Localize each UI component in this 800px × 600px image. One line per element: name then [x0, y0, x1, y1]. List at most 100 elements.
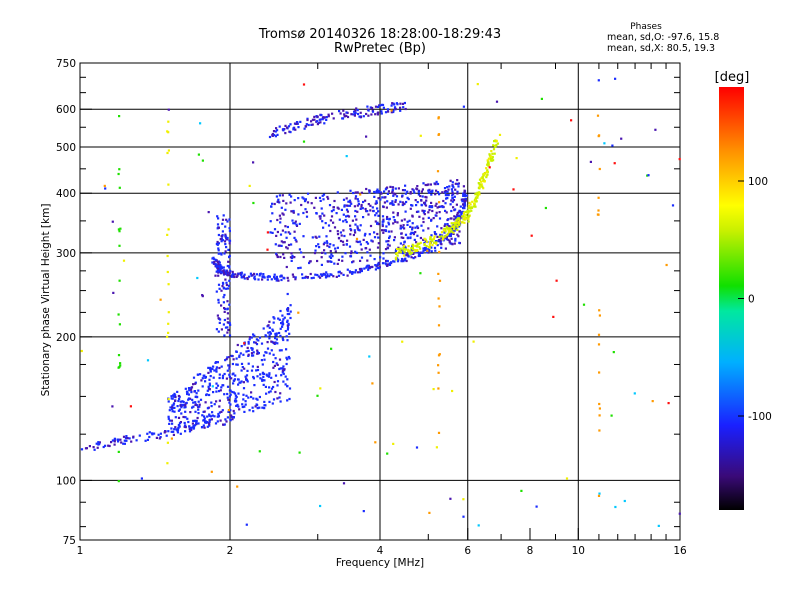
- data-point: [219, 238, 222, 241]
- data-point: [379, 104, 382, 107]
- data-point: [438, 201, 441, 204]
- data-point: [117, 354, 121, 357]
- data-point: [284, 208, 287, 211]
- data-point: [118, 244, 121, 247]
- data-point: [250, 369, 254, 372]
- data-point: [336, 262, 339, 265]
- data-point: [387, 230, 390, 233]
- data-point: [278, 331, 281, 335]
- data-point: [447, 193, 450, 197]
- data-point: [217, 247, 220, 250]
- phase-box-title: Phases: [630, 22, 662, 32]
- data-point: [282, 199, 285, 202]
- data-point: [390, 261, 393, 264]
- data-point: [355, 240, 358, 243]
- data-point: [289, 256, 292, 259]
- data-point: [422, 217, 425, 220]
- data-point: [256, 404, 259, 407]
- data-point: [451, 192, 454, 195]
- data-point: [435, 446, 438, 449]
- data-point: [334, 247, 337, 250]
- data-point: [234, 394, 237, 397]
- data-point: [188, 425, 191, 428]
- data-point: [266, 347, 270, 350]
- data-point: [217, 263, 220, 266]
- data-point: [177, 416, 181, 419]
- data-point: [373, 236, 377, 239]
- data-point: [208, 378, 211, 381]
- data-point: [263, 358, 266, 361]
- data-point: [404, 254, 407, 257]
- data-point: [219, 270, 223, 274]
- data-point: [386, 192, 389, 195]
- data-point: [260, 378, 264, 381]
- data-point: [422, 229, 425, 232]
- data-point: [446, 197, 449, 200]
- data-point: [247, 275, 251, 278]
- data-point: [384, 111, 388, 114]
- data-point: [368, 355, 371, 358]
- data-point: [205, 393, 208, 397]
- data-point: [210, 401, 213, 404]
- data-point: [451, 389, 454, 393]
- data-point: [236, 485, 239, 488]
- data-point: [209, 370, 212, 373]
- data-point: [285, 265, 288, 269]
- data-point: [212, 365, 215, 368]
- data-point: [232, 379, 235, 382]
- data-point: [438, 250, 441, 254]
- data-point: [344, 252, 347, 255]
- data-point: [272, 366, 275, 369]
- data-point: [349, 255, 353, 258]
- data-point: [125, 435, 128, 438]
- data-point: [117, 450, 120, 453]
- data-point: [329, 219, 332, 222]
- data-point: [228, 265, 231, 268]
- data-point: [187, 393, 190, 396]
- data-point: [486, 159, 489, 162]
- data-point: [268, 386, 271, 389]
- data-point: [184, 387, 187, 390]
- data-point: [116, 438, 119, 441]
- data-point: [224, 243, 227, 246]
- data-point: [386, 200, 389, 203]
- data-point: [437, 431, 441, 434]
- data-point: [657, 524, 660, 527]
- data-point: [148, 431, 151, 434]
- data-point: [485, 167, 488, 170]
- data-point: [436, 235, 439, 238]
- data-point: [301, 276, 304, 280]
- data-point: [235, 350, 238, 353]
- data-point: [297, 267, 300, 270]
- data-point: [295, 240, 298, 243]
- data-point: [317, 275, 320, 278]
- data-point: [401, 226, 404, 229]
- data-point: [203, 426, 206, 429]
- data-point: [165, 434, 168, 437]
- data-point: [427, 189, 430, 192]
- data-point: [289, 123, 292, 126]
- data-point: [174, 426, 177, 429]
- data-point: [359, 207, 362, 210]
- data-point: [436, 191, 440, 194]
- data-point: [219, 389, 222, 392]
- data-point: [281, 337, 284, 340]
- data-point: [425, 240, 428, 243]
- data-point: [318, 246, 321, 249]
- data-point: [231, 390, 234, 394]
- data-point: [215, 400, 218, 403]
- data-point: [247, 342, 250, 345]
- data-point: [217, 242, 220, 245]
- data-point: [362, 115, 365, 118]
- data-point: [314, 249, 317, 252]
- data-point: [462, 105, 465, 108]
- data-point: [447, 188, 450, 191]
- data-point: [128, 437, 131, 440]
- data-point: [256, 349, 259, 352]
- data-point: [349, 227, 352, 231]
- data-point: [281, 320, 284, 323]
- data-point: [297, 311, 300, 314]
- data-point: [267, 331, 270, 334]
- data-point: [337, 237, 341, 240]
- data-point: [420, 224, 423, 227]
